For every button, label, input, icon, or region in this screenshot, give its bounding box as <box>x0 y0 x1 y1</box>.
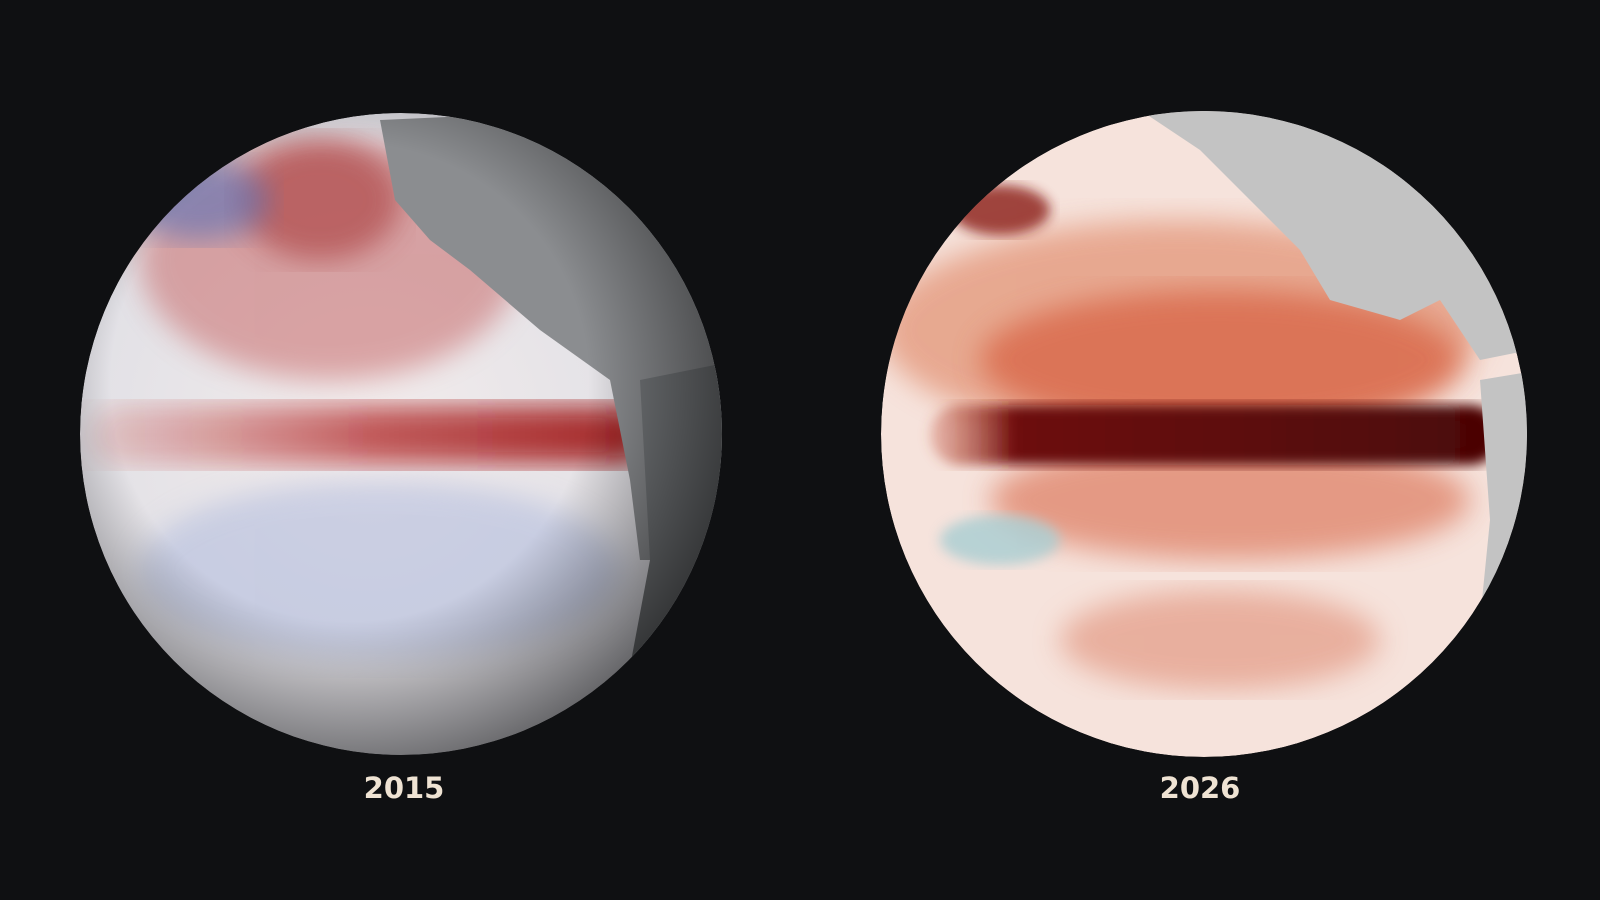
year-label: 2015 <box>364 771 445 805</box>
globe-2026 <box>881 111 1527 757</box>
year-label: 2026 <box>1160 771 1241 805</box>
globe-2015 <box>80 113 722 755</box>
